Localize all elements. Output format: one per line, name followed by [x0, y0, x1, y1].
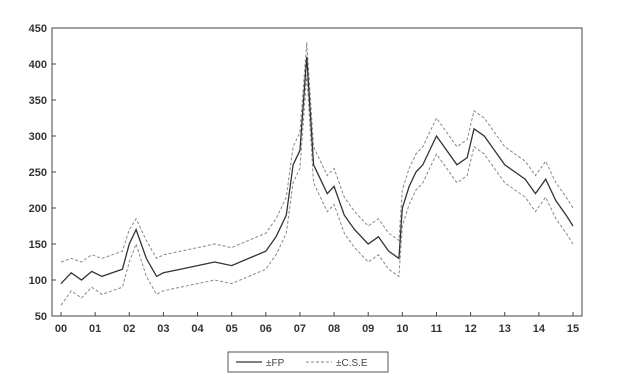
x-tick-label: 12: [464, 323, 476, 335]
series-line-cse-upper: [60, 42, 574, 263]
series-line-cse-lower: [60, 74, 574, 306]
x-tick-label: 06: [260, 323, 272, 335]
x-tick-label: 15: [567, 323, 579, 335]
y-tick-label: 350: [29, 95, 47, 107]
y-tick-label: 100: [29, 275, 47, 287]
x-tick-label: 08: [328, 323, 340, 335]
x-tick-label: 11: [431, 323, 443, 335]
legend-label-cse: ±C.S.E: [336, 358, 368, 369]
x-tick-label: 09: [362, 323, 374, 335]
series-layer: [60, 42, 574, 306]
x-tick-label: 04: [191, 323, 204, 335]
y-tick-label: 400: [29, 59, 47, 71]
y-tick-label: 200: [29, 203, 47, 215]
x-tick-label: 13: [499, 323, 511, 335]
x-tick-label: 07: [294, 323, 306, 335]
x-tick-label: 05: [226, 323, 238, 335]
x-axis: 00 01 02 03 04 05 06 07 08 09 10 11 12 13 14 15: [55, 312, 579, 335]
x-tick-label: 03: [157, 323, 169, 335]
y-tick-label: 300: [29, 131, 47, 143]
x-tick-label: 14: [533, 323, 546, 335]
y-axis: 50 100 150 200 250 300 350 400 450: [29, 23, 56, 323]
x-tick-label: 01: [89, 323, 101, 335]
series-line-fp: [60, 56, 574, 285]
y-tick-label: 250: [29, 167, 47, 179]
y-tick-label: 450: [29, 23, 47, 35]
x-tick-label: 02: [123, 323, 135, 335]
y-tick-label: 50: [35, 311, 47, 323]
y-tick-label: 150: [29, 239, 47, 251]
x-tick-label: 00: [55, 323, 67, 335]
legend: ±FP ±C.S.E: [227, 351, 389, 373]
x-tick-label: 10: [396, 323, 408, 335]
legend-label-fp: ±FP: [266, 358, 285, 369]
